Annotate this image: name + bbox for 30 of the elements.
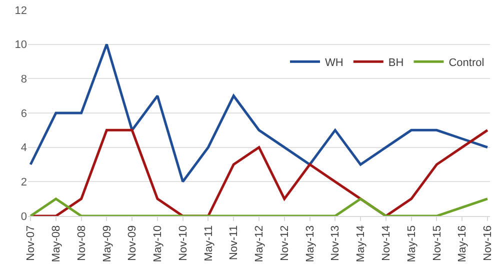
y-tick-label: 12: [14, 4, 27, 17]
y-tick-label: 8: [20, 74, 27, 86]
line-series: [29, 43, 489, 183]
legend-label: Control: [448, 56, 484, 69]
x-tick-label: May-10: [152, 225, 164, 262]
x-tick-label: May-08: [50, 225, 62, 262]
x-tick-label: Nov-13: [330, 225, 342, 261]
y-tick-label: 0: [20, 210, 27, 223]
x-tick-label: Nov-12: [278, 225, 291, 261]
x-tick-label: May-11: [202, 225, 215, 262]
x-tick-label: Nov-09: [126, 225, 139, 261]
x-tick-label: May-09: [101, 225, 114, 262]
y-tick-label: 6: [20, 108, 27, 120]
x-tick-label: Nov-14: [380, 225, 392, 261]
y-tick-label: 10: [14, 39, 27, 52]
legend-label: WH: [325, 56, 344, 69]
y-tick-label: 2: [20, 176, 27, 189]
x-tick-label: May-12: [254, 225, 266, 262]
x-tick-label: Nov-08: [76, 225, 88, 261]
x-tick-label: Nov-10: [177, 225, 190, 261]
x-tick-label: May-14: [355, 225, 368, 262]
x-tick-label: May-16: [456, 225, 469, 262]
legend-label: BH: [388, 56, 404, 69]
x-tick-label: Nov-16: [482, 225, 494, 261]
x-tick-label: Nov-11: [228, 225, 240, 260]
x-tick-label: Nov-07: [25, 225, 38, 261]
x-tick-label: May-13: [304, 225, 316, 262]
y-tick-label: 4: [20, 142, 27, 154]
x-tick-label: Nov-15: [431, 225, 444, 261]
x-tick-label: May-15: [406, 225, 418, 262]
